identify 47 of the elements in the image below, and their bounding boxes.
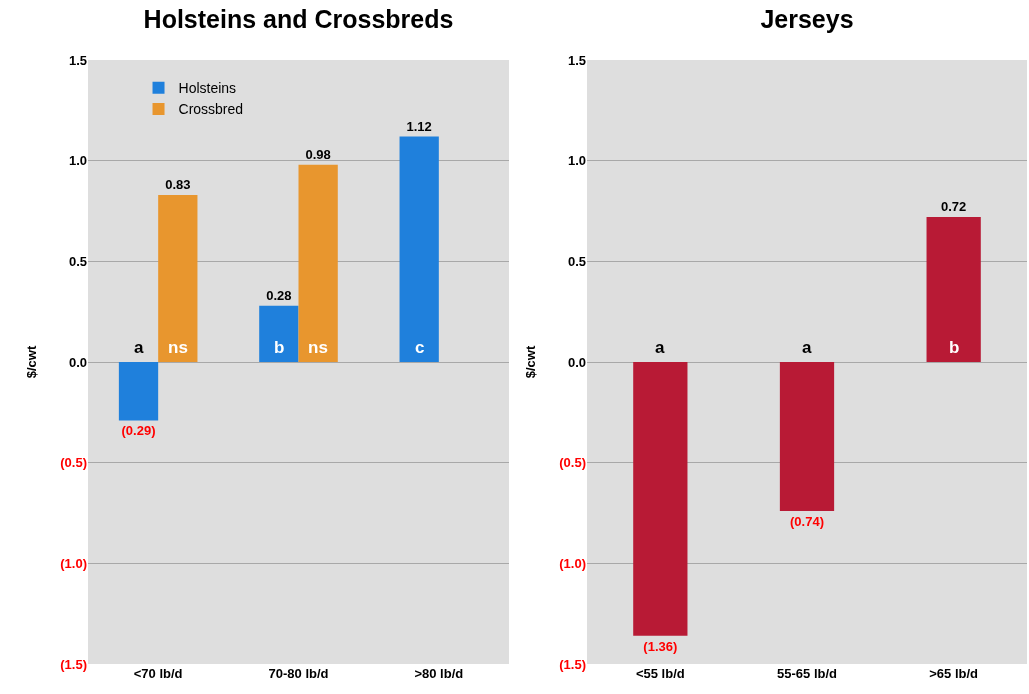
data-label: 0.83 <box>165 176 191 192</box>
x-tick-label: 55-65 lb/d <box>777 666 838 681</box>
y-tick-label: 1.5 <box>68 52 87 68</box>
y-tick-label: (1.0) <box>559 555 586 571</box>
data-label: 0.72 <box>941 199 967 215</box>
bar <box>298 164 338 362</box>
data-label: (1.36) <box>643 638 678 654</box>
y-tick-label: (1.5) <box>60 656 87 672</box>
y-tick-label: 0.5 <box>68 253 87 269</box>
y-tick-label: 1.0 <box>567 153 586 169</box>
x-tick-label: >65 lb/d <box>929 666 979 681</box>
data-label: (0.74) <box>790 513 824 529</box>
annotation: a <box>134 338 144 357</box>
y-tick-label: (1.0) <box>60 555 87 571</box>
y-tick-label: 0.5 <box>567 253 586 269</box>
x-tick-label: <55 lb/d <box>635 666 685 681</box>
y-tick-label: 0.0 <box>567 354 586 370</box>
chart-title: Jerseys <box>760 4 854 33</box>
x-tick-label: 70-80 lb/d <box>268 666 329 681</box>
annotation: ns <box>168 338 188 357</box>
legend-label: Holsteins <box>178 80 237 97</box>
data-label: 0.98 <box>305 146 331 162</box>
annotation: ns <box>308 338 328 357</box>
y-tick-label: (1.5) <box>559 656 586 672</box>
y-tick-label: 1.0 <box>68 153 87 169</box>
x-tick-label: <70 lb/d <box>133 666 183 681</box>
annotation: b <box>274 338 285 357</box>
chart-title: Holsteins and Crossbreds <box>143 4 454 33</box>
y-tick-label: (0.5) <box>60 455 87 471</box>
data-label: 0.28 <box>266 287 292 303</box>
data-label: 1.12 <box>406 118 432 134</box>
annotation: a <box>802 338 812 357</box>
bar <box>118 362 159 421</box>
annotation: c <box>415 338 425 357</box>
y-tick-label: (0.5) <box>559 455 586 471</box>
annotation: a <box>655 338 665 357</box>
legend-label: Crossbred <box>178 101 244 118</box>
annotation: b <box>949 338 960 357</box>
y-axis-title: $/cwt <box>523 345 539 379</box>
y-tick-label: 1.5 <box>567 52 586 68</box>
y-tick-label: 0.0 <box>68 354 87 370</box>
bar <box>399 136 439 362</box>
bar <box>158 194 198 362</box>
bar <box>259 305 299 362</box>
data-label: (0.29) <box>121 423 156 439</box>
x-tick-label: >80 lb/d <box>414 666 464 681</box>
y-axis-title: $/cwt <box>24 345 40 379</box>
